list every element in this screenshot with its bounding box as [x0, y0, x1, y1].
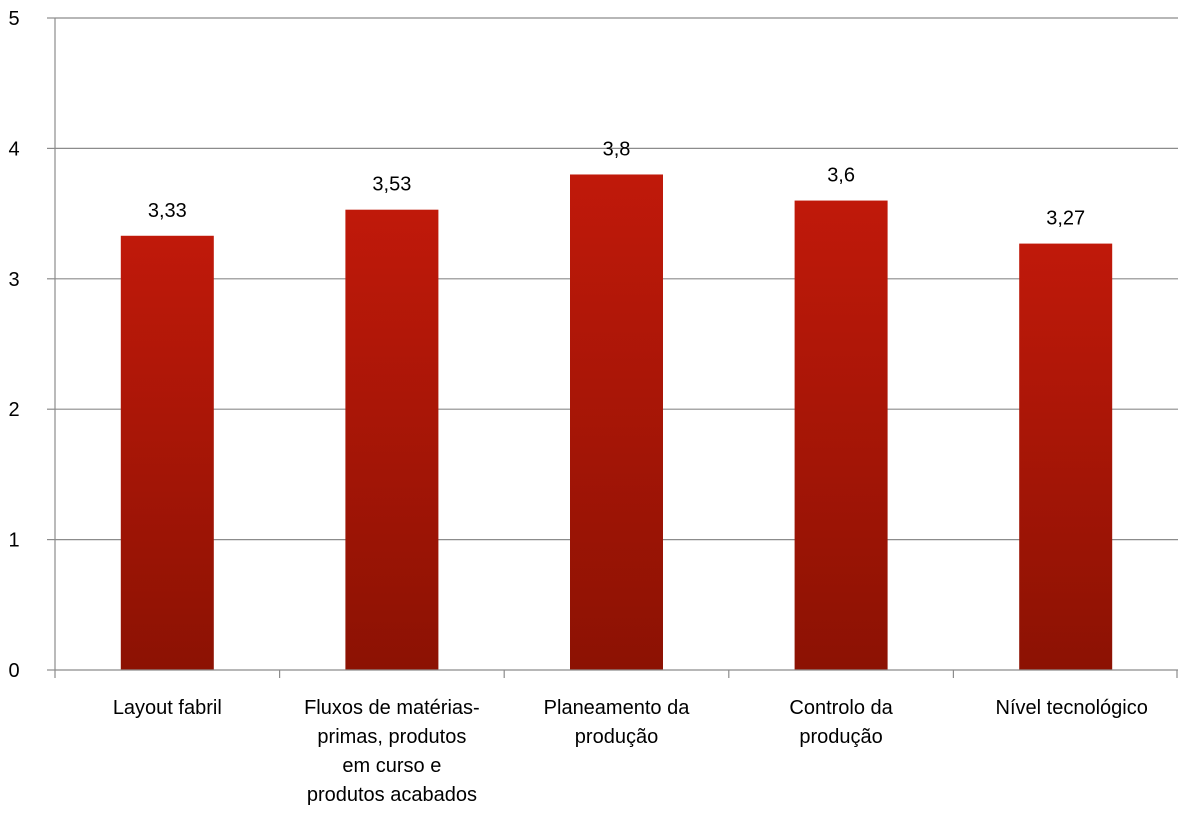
data-labels: 3,33 3,53 3,8 3,6 3,27 — [148, 138, 1085, 229]
y-axis-tick-labels: 0 1 2 3 4 5 — [8, 8, 19, 682]
data-label: 3,27 — [1046, 208, 1085, 230]
bar — [570, 174, 663, 671]
y-tick-label: 5 — [8, 8, 19, 30]
y-tick-label: 3 — [8, 269, 19, 291]
bar — [794, 200, 888, 670]
data-label: 3,8 — [603, 138, 631, 160]
data-label: 3,6 — [827, 165, 855, 187]
y-tick-label: 1 — [8, 530, 19, 552]
bar — [120, 235, 214, 670]
y-tick-label: 2 — [8, 399, 19, 421]
bar — [345, 209, 439, 671]
axes — [54, 18, 1178, 678]
bars — [120, 174, 1113, 671]
y-tick-label: 0 — [8, 660, 19, 682]
data-label: 3,33 — [148, 200, 187, 222]
y-tick-label: 4 — [8, 138, 19, 160]
x-category-label: Nível tecnológico — [996, 697, 1148, 719]
x-category-label: Controlo da produção — [789, 697, 893, 748]
x-category-label: Fluxos de matérias-primas, produtos em cu… — [304, 697, 480, 806]
bar — [1019, 243, 1113, 671]
x-category-label: Planeamento da produção — [544, 697, 691, 748]
x-category-label: Layout fabril — [113, 697, 222, 719]
x-axis-category-labels: Layout fabril Fluxos de matérias-primas, … — [113, 697, 1148, 806]
data-label: 3,53 — [372, 174, 411, 196]
